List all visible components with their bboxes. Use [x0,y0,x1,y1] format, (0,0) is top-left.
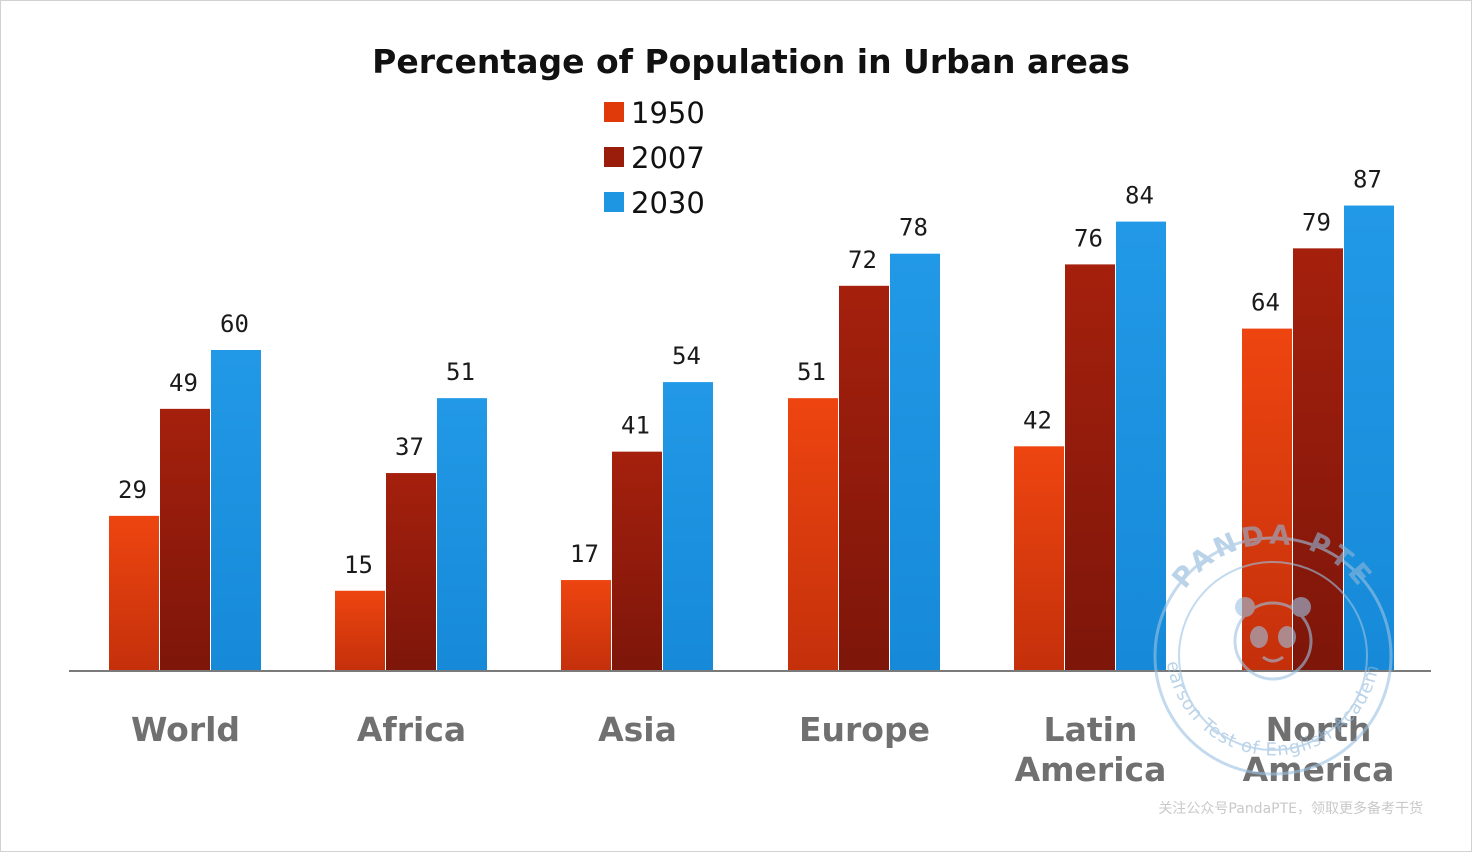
data-label-europe-2007: 72 [848,246,877,274]
data-label-africa-2030: 51 [446,358,475,386]
bar-north-america-1950 [1242,328,1292,671]
bar-world-1950 [109,515,159,671]
category-label-world: World [131,710,240,749]
data-label-asia-2030: 54 [672,342,701,370]
data-label-europe-1950: 51 [797,358,826,386]
data-label-africa-1950: 15 [344,551,373,579]
watermark-footer-note: 关注公众号PandaPTE，领取更多备考干货 [1158,800,1423,817]
bar-africa-2007 [386,473,436,671]
data-label-africa-2007: 37 [395,433,424,461]
data-label-asia-1950: 17 [570,540,599,568]
bar-world-2007 [160,408,210,671]
category-label-europe: Europe [799,710,930,749]
watermark-inner-ring [1178,561,1368,751]
chart-title: Percentage of Population in Urban areas [372,42,1130,81]
data-label-world-1950: 29 [118,476,147,504]
bar-asia-2007 [612,451,662,671]
bar-africa-2030 [437,398,487,671]
watermark-outer-ring [1153,536,1393,776]
data-label-asia-2007: 41 [621,412,650,440]
bar-europe-2030 [890,253,940,671]
category-label-asia: Asia [598,710,677,749]
data-label-world-2007: 49 [169,369,198,397]
category-label-latin-america: Latin America [1015,710,1167,789]
bar-europe-2007 [839,285,889,671]
bar-latin-america-2030 [1116,221,1166,671]
data-label-north-america-1950: 64 [1251,289,1280,317]
legend-label-2007: 2007 [631,141,705,175]
bar-north-america-2030 [1344,205,1394,672]
bar-africa-1950 [335,590,385,671]
legend-label-2030: 2030 [631,186,705,220]
bar-group [109,205,1394,672]
bar-latin-america-1950 [1014,446,1064,671]
legend-swatch-2030 [604,192,624,212]
data-label-latin-america-2007: 76 [1074,224,1103,252]
panda-face-icon [1233,597,1313,681]
data-label-north-america-2030: 87 [1353,166,1382,194]
data-label-europe-2030: 78 [899,214,928,242]
data-label-north-america-2007: 79 [1302,208,1331,236]
chart-legend: 1950 2007 2030 [604,96,705,220]
data-label-latin-america-2030: 84 [1125,182,1154,210]
value-labels: 29 49 60 15 37 51 17 41 54 51 72 78 42 76 84 64 79 87 [118,166,1382,579]
bar-europe-1950 [788,398,838,671]
legend-swatch-2007 [604,147,624,167]
category-label-africa: Africa [357,710,466,749]
data-label-latin-america-1950: 42 [1023,406,1052,434]
data-label-world-2030: 60 [220,310,249,338]
bar-world-2030 [211,350,261,671]
bar-asia-1950 [561,580,611,671]
legend-swatch-1950 [604,102,624,122]
bar-latin-america-2007 [1065,264,1115,671]
bar-asia-2030 [663,382,713,671]
legend-label-1950: 1950 [631,96,705,130]
